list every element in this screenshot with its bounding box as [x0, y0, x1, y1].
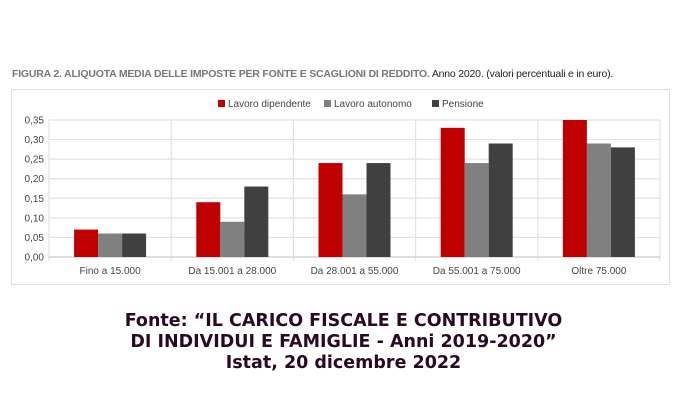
- bar-lavoro-autonomo: [464, 163, 489, 257]
- bar-pensione: [122, 233, 147, 257]
- y-tick-label: 0,20: [25, 174, 45, 185]
- bar-pensione: [610, 147, 635, 257]
- figure-title: FIGURA 2. ALIQUOTA MEDIA DELLE IMPOSTE P…: [12, 68, 613, 80]
- bar-pensione: [488, 143, 513, 257]
- y-tick-label: 0,00: [25, 253, 45, 264]
- source-line-3: Istat, 20 dicembre 2022: [225, 353, 462, 373]
- legend-swatch: [432, 100, 439, 107]
- source-caption: Fonte: “IL CARICO FISCALE E CONTRIBUTIVO…: [0, 311, 687, 374]
- y-tick-label: 0,35: [25, 116, 45, 127]
- bar-lavoro-dipendente: [440, 127, 465, 257]
- x-tick-label: Da 55.001 a 75.000: [433, 266, 521, 277]
- bar-lavoro-dipendente: [562, 120, 587, 257]
- y-tick-label: 0,10: [25, 213, 45, 224]
- bar-lavoro-dipendente: [74, 229, 99, 257]
- bar-lavoro-autonomo: [342, 194, 367, 257]
- x-tick-label: Da 15.001 a 28.000: [188, 266, 276, 277]
- x-tick-label: Da 28.001 a 55.000: [311, 266, 399, 277]
- x-tick-label: Fino a 15.000: [80, 266, 142, 277]
- legend-swatch: [324, 100, 331, 107]
- bar-pensione: [244, 186, 269, 257]
- source-line-2: DI INDIVIDUI E FAMIGLIE - Anni 2019-2020…: [130, 332, 557, 352]
- figure-title-bold: FIGURA 2. ALIQUOTA MEDIA DELLE IMPOSTE P…: [12, 68, 430, 80]
- y-tick-label: 0,15: [25, 194, 45, 205]
- legend-label: Pensione: [442, 99, 484, 110]
- bar-lavoro-dipendente: [318, 163, 343, 257]
- figure-title-subtitle: Anno 2020. (valori percentuali e in euro…: [431, 68, 614, 80]
- bar-lavoro-dipendente: [196, 202, 221, 257]
- x-tick-label: Oltre 75.000: [571, 266, 626, 277]
- bar-lavoro-autonomo: [220, 221, 245, 257]
- bar-pensione: [366, 163, 391, 257]
- bar-lavoro-autonomo: [586, 143, 611, 257]
- bar-chart: 0,00 0,05 0,10 0,15 0,20 0,25 0,30 0,35 Fino a 1…: [25, 99, 661, 277]
- source-line-1: Fonte: “IL CARICO FISCALE E CONTRIBUTIVO: [124, 311, 563, 331]
- legend-label: Lavoro autonomo: [334, 99, 412, 110]
- chart-frame: [11, 89, 670, 285]
- y-tick-label: 0,25: [25, 155, 45, 166]
- bar-lavoro-autonomo: [98, 233, 123, 257]
- y-tick-label: 0,05: [25, 233, 45, 244]
- y-tick-label: 0,30: [25, 135, 45, 146]
- legend-label: Lavoro dipendente: [228, 99, 311, 110]
- legend-swatch: [218, 100, 225, 107]
